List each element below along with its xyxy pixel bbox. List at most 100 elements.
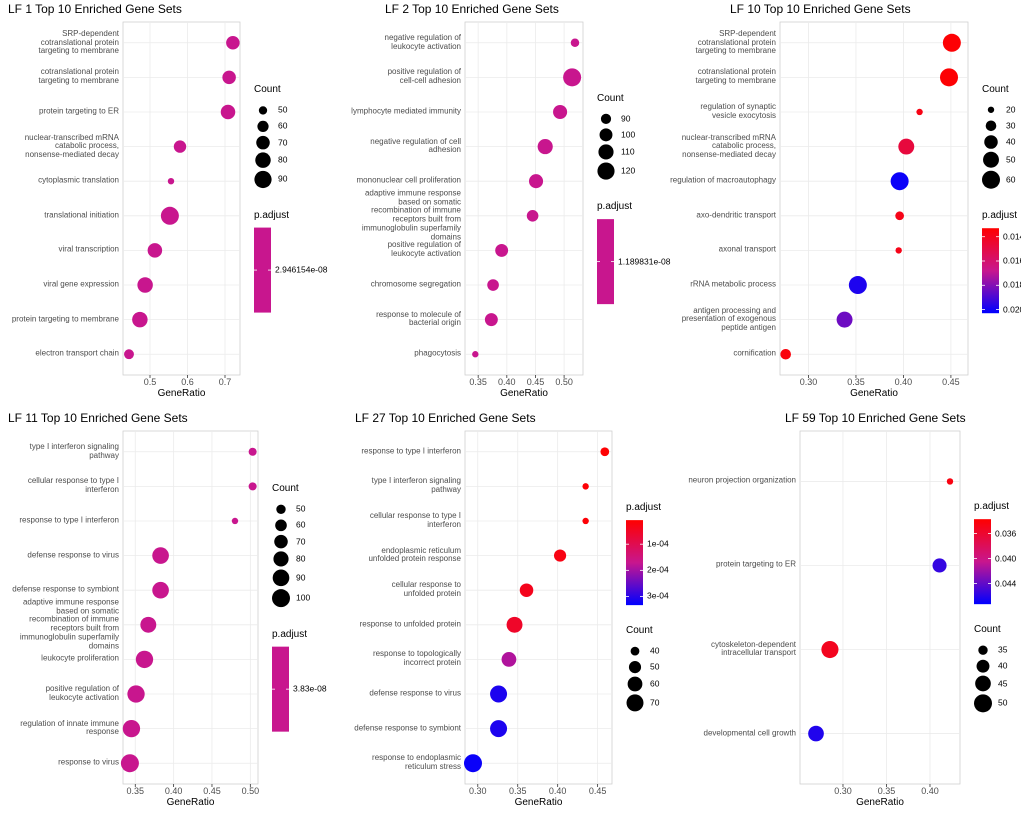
size-legend-dot bbox=[627, 676, 643, 692]
category-label: response to virus bbox=[58, 757, 119, 767]
x-axis-label: GeneRatio bbox=[166, 797, 215, 808]
size-legend-dot bbox=[257, 120, 269, 133]
size-legend-dot bbox=[275, 519, 287, 532]
x-tick-label: 0.35 bbox=[847, 377, 865, 387]
category-label: protein targeting to ER bbox=[715, 560, 796, 570]
size-legend-label: 80 bbox=[278, 154, 288, 165]
color-legend-label: 1e-04 bbox=[647, 538, 669, 549]
dot bbox=[898, 138, 915, 155]
dot bbox=[160, 206, 179, 225]
size-legend-title: Count bbox=[254, 84, 281, 96]
x-tick-label: 0.40 bbox=[921, 786, 939, 796]
category-label: electron transport chain bbox=[35, 348, 119, 358]
x-tick-label: 0.35 bbox=[126, 786, 145, 796]
dot bbox=[570, 38, 580, 48]
dot bbox=[222, 70, 236, 85]
x-tick-label: 0.50 bbox=[555, 377, 573, 387]
dot bbox=[780, 348, 791, 360]
category-label: positive regulation of leukocyte activat… bbox=[45, 684, 119, 703]
plot-background bbox=[799, 430, 961, 785]
size-legend-dot bbox=[258, 106, 268, 115]
size-legend-label: 50 bbox=[1006, 154, 1016, 165]
color-legend-label: 1.189831e-08 bbox=[618, 255, 671, 266]
category-label: nuclear-transcribed mRNA catabolic proce… bbox=[681, 132, 776, 159]
category-label: adaptive immune response based on somati… bbox=[19, 597, 119, 651]
category-label: axo-dendritic transport bbox=[696, 210, 776, 220]
dot bbox=[132, 311, 148, 328]
category-label: cellular response to type I interferon bbox=[27, 476, 119, 495]
category-label: lymphocyte mediated immunity bbox=[351, 106, 461, 116]
size-legend-dot bbox=[978, 645, 988, 655]
category-label: adaptive immune response based on somati… bbox=[361, 188, 461, 242]
dot bbox=[519, 583, 534, 597]
category-label: viral transcription bbox=[58, 245, 119, 255]
category-label: translational initiation bbox=[44, 210, 119, 220]
color-legend-label: 0.018 bbox=[1003, 279, 1021, 290]
category-label: response to type I interferon bbox=[19, 515, 119, 525]
category-label: defense response to symbiont bbox=[12, 584, 119, 594]
x-tick-label: 0.50 bbox=[241, 786, 260, 796]
color-legend-label: 0.020 bbox=[1003, 303, 1021, 314]
dot bbox=[553, 104, 568, 120]
dot bbox=[895, 211, 905, 221]
size-legend-label: 60 bbox=[1006, 174, 1016, 185]
category-label: positive regulation of leukocyte activat… bbox=[387, 240, 461, 259]
size-legend-label: 45 bbox=[998, 677, 1008, 688]
category-label: axonal transport bbox=[718, 245, 776, 255]
color-legend-title: p.adjust bbox=[626, 502, 662, 514]
category-label: positive regulation of cell-cell adhesio… bbox=[387, 67, 461, 86]
size-legend-title: Count bbox=[982, 83, 1009, 95]
x-tick-label: 0.30 bbox=[799, 377, 818, 387]
color-legend-label: 0.040 bbox=[995, 552, 1017, 563]
dot bbox=[942, 33, 961, 52]
size-legend-dot bbox=[272, 589, 290, 608]
color-legend-label: 0.016 bbox=[1003, 255, 1021, 266]
chart-title: LF 10 Top 10 Enriched Gene Sets bbox=[730, 2, 911, 16]
size-legend-dot bbox=[274, 534, 288, 549]
x-tick-label: 0.45 bbox=[942, 377, 960, 387]
dot bbox=[137, 277, 153, 293]
size-legend-dot bbox=[976, 659, 990, 673]
dot bbox=[946, 478, 954, 485]
color-legend-label: 0.044 bbox=[995, 577, 1017, 588]
plot-background bbox=[464, 21, 584, 376]
chart-title: LF 59 Top 10 Enriched Gene Sets bbox=[785, 411, 966, 425]
dot bbox=[248, 482, 257, 491]
size-legend-dot bbox=[255, 152, 271, 168]
category-label: cellular response to unfolded protein bbox=[391, 580, 461, 599]
dot bbox=[147, 243, 163, 258]
category-label: response to unfolded protein bbox=[359, 619, 461, 629]
category-label: cytoskeleton-dependent intracellular tra… bbox=[711, 639, 796, 658]
color-bar bbox=[626, 520, 643, 606]
category-label: developmental cell growth bbox=[703, 728, 797, 738]
x-tick-label: 0.40 bbox=[498, 377, 516, 387]
dot bbox=[231, 517, 239, 525]
dot bbox=[537, 139, 553, 155]
plot-background bbox=[122, 430, 259, 785]
x-tick-label: 0.30 bbox=[834, 786, 852, 796]
dot bbox=[582, 483, 589, 490]
dot bbox=[248, 447, 257, 456]
size-legend-label: 100 bbox=[296, 592, 311, 603]
size-legend-title: Count bbox=[597, 92, 624, 104]
dot bbox=[152, 581, 169, 599]
dot bbox=[226, 36, 240, 50]
category-label: cellular response to type I interferon bbox=[369, 511, 461, 529]
x-axis-label: GeneRatio bbox=[500, 388, 548, 399]
size-legend-dot bbox=[276, 504, 286, 515]
x-axis-label: GeneRatio bbox=[856, 797, 904, 808]
size-legend-label: 60 bbox=[278, 120, 288, 131]
dot bbox=[220, 104, 236, 120]
x-tick-label: 0.7 bbox=[218, 377, 232, 387]
size-legend-label: 100 bbox=[621, 129, 636, 140]
dot bbox=[472, 351, 479, 358]
size-legend-dot bbox=[254, 170, 272, 189]
dot bbox=[495, 243, 509, 257]
x-tick-label: 0.35 bbox=[508, 786, 527, 796]
dot bbox=[152, 547, 169, 564]
size-legend-dot bbox=[985, 120, 997, 132]
category-label: cytoplasmic translation bbox=[38, 175, 119, 185]
chart-title: LF 11 Top 10 Enriched Gene Sets bbox=[8, 411, 188, 425]
category-label: defense response to virus bbox=[27, 550, 119, 560]
